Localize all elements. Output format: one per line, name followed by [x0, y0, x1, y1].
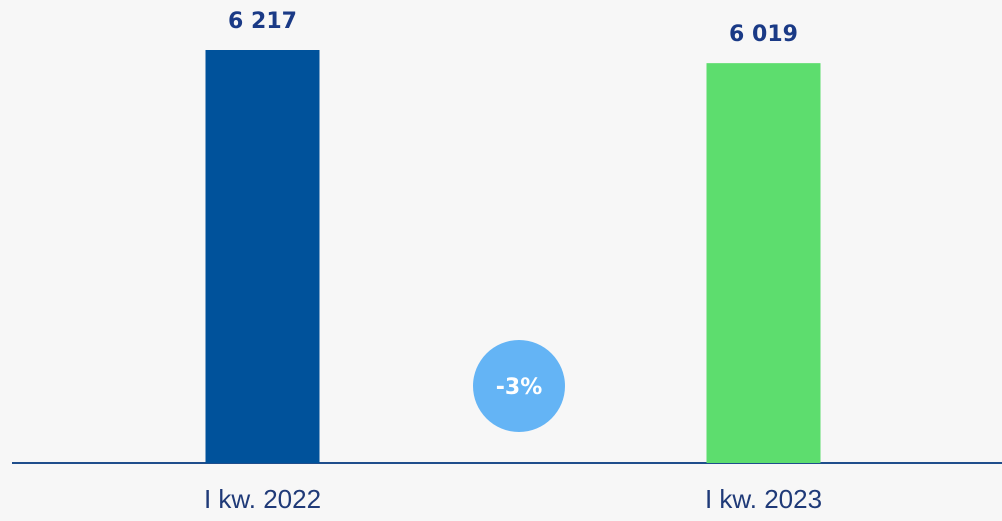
x-tick-label: I kw. 2023 — [705, 484, 822, 514]
bar — [205, 50, 320, 463]
change-badge — [473, 340, 565, 432]
change-label: -3% — [496, 375, 542, 400]
x-tick-label: I kw. 2022 — [204, 484, 321, 514]
bar — [706, 63, 821, 463]
value-label: 6 217 — [228, 9, 297, 34]
value-label: 6 019 — [729, 22, 798, 47]
